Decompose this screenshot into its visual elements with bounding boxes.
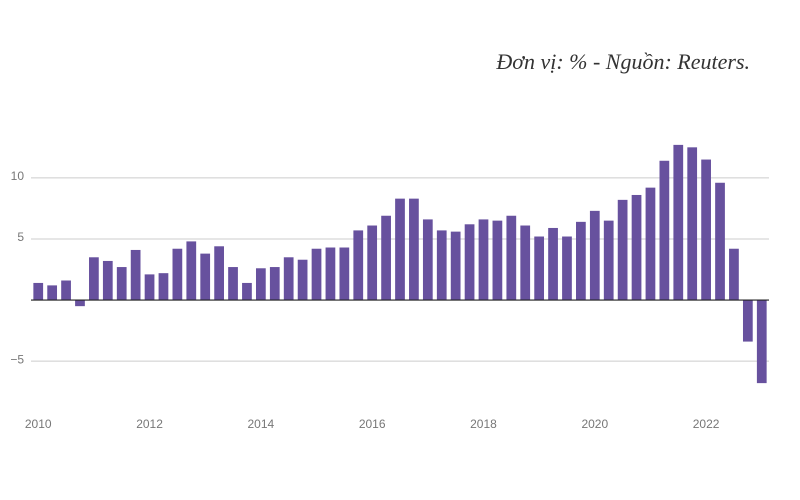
bar — [367, 225, 378, 301]
bar — [255, 268, 266, 301]
bar — [492, 220, 503, 301]
y-tick-label: 5 — [17, 230, 24, 244]
bar — [409, 198, 419, 301]
bar — [353, 230, 364, 301]
bar — [589, 210, 600, 301]
bar — [200, 253, 211, 301]
bar — [673, 144, 684, 301]
bar — [75, 300, 85, 307]
bar — [47, 285, 58, 301]
bar — [534, 236, 545, 301]
bar — [576, 221, 586, 301]
bar — [464, 224, 475, 301]
bar — [89, 257, 99, 301]
bar — [33, 282, 44, 301]
bar — [381, 215, 391, 301]
chart-subtitle: Đơn vị: % - Nguồn: Reuters. — [495, 49, 750, 74]
bar — [214, 246, 224, 301]
bar — [158, 273, 169, 301]
x-tick-label: 2022 — [693, 417, 720, 431]
bar — [116, 267, 127, 301]
bar — [506, 215, 517, 301]
bar — [61, 280, 71, 301]
bar — [617, 199, 628, 301]
bar — [603, 220, 614, 301]
x-tick-label: 2010 — [25, 417, 52, 431]
x-tick-label: 2020 — [581, 417, 608, 431]
bar — [269, 267, 280, 301]
bar — [520, 225, 531, 301]
bar — [659, 160, 670, 301]
bar — [102, 260, 113, 301]
bar — [645, 187, 656, 301]
bar — [130, 249, 141, 301]
bar — [450, 231, 461, 301]
bar — [297, 259, 308, 301]
bar — [729, 248, 739, 301]
bar — [715, 182, 725, 301]
bar — [283, 257, 294, 301]
bar — [478, 219, 489, 301]
x-tick-label: 2014 — [248, 417, 275, 431]
bar — [756, 300, 767, 384]
bar — [548, 227, 558, 301]
bar — [422, 219, 433, 301]
bar — [311, 248, 322, 301]
bar — [242, 282, 252, 301]
bar — [687, 147, 698, 301]
bar — [228, 267, 238, 301]
bar — [144, 274, 155, 301]
x-tick-label: 2012 — [136, 417, 163, 431]
bar — [742, 300, 753, 342]
bar — [631, 194, 642, 301]
y-tick-label: 10 — [11, 169, 25, 183]
bar — [436, 230, 447, 301]
bar — [325, 247, 336, 301]
bar — [562, 236, 572, 301]
bar — [172, 248, 183, 301]
x-tick-label: 2016 — [359, 417, 386, 431]
bar — [339, 247, 350, 301]
bar — [186, 241, 197, 301]
y-tick-label: −5 — [10, 352, 24, 366]
bar — [701, 159, 711, 301]
bar — [395, 198, 405, 301]
x-tick-label: 2018 — [470, 417, 497, 431]
